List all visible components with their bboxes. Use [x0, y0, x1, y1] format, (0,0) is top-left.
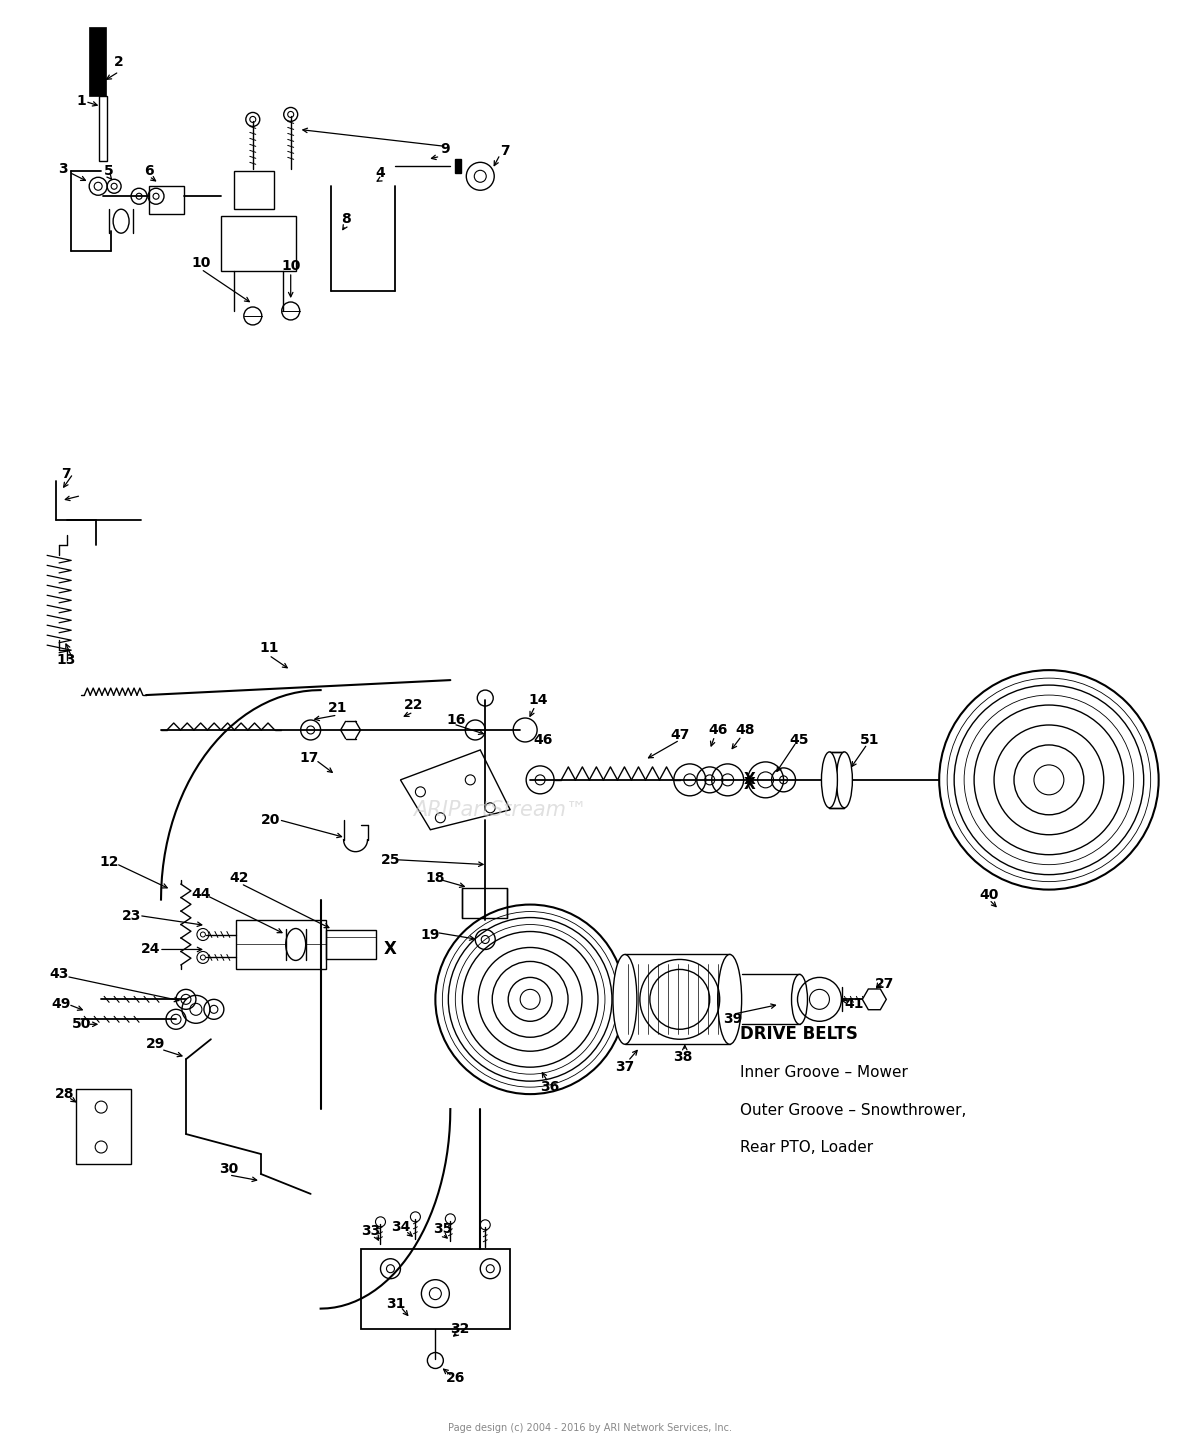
Text: Inner Groove – Mower: Inner Groove – Mower	[740, 1064, 907, 1080]
Text: 7: 7	[61, 467, 71, 480]
Text: 22: 22	[404, 698, 424, 711]
Text: 14: 14	[529, 693, 548, 707]
Text: X: X	[384, 940, 396, 959]
Text: 10: 10	[281, 259, 301, 273]
Text: 24: 24	[142, 943, 160, 956]
Ellipse shape	[792, 975, 807, 1024]
Bar	[77, 1089, 131, 1164]
Text: 31: 31	[386, 1297, 405, 1310]
Text: 35: 35	[433, 1222, 452, 1236]
Ellipse shape	[286, 928, 306, 960]
Ellipse shape	[113, 210, 129, 233]
Ellipse shape	[821, 752, 838, 808]
Text: 18: 18	[426, 870, 445, 885]
Text: 4: 4	[375, 166, 386, 181]
Text: 34: 34	[391, 1220, 411, 1233]
Text: 5: 5	[104, 165, 114, 178]
Text: 50: 50	[72, 1018, 91, 1031]
Bar	[149, 187, 184, 214]
Text: 10: 10	[191, 256, 210, 270]
Polygon shape	[90, 26, 106, 97]
Bar	[361, 1249, 510, 1329]
Text: Rear PTO, Loader: Rear PTO, Loader	[740, 1141, 873, 1155]
Bar	[326, 930, 375, 960]
Text: 46: 46	[533, 733, 552, 748]
Text: 6: 6	[144, 165, 153, 178]
Bar	[463, 888, 507, 918]
Text: 32: 32	[451, 1322, 470, 1336]
Bar	[455, 159, 461, 174]
Text: 8: 8	[341, 213, 350, 226]
Text: 7: 7	[500, 145, 510, 159]
Text: 9: 9	[440, 142, 450, 156]
Text: 40: 40	[979, 888, 998, 902]
Ellipse shape	[717, 954, 742, 1044]
Text: 36: 36	[540, 1080, 559, 1095]
Text: 30: 30	[219, 1163, 238, 1176]
Text: 25: 25	[381, 853, 400, 866]
Text: 3: 3	[59, 162, 68, 176]
Text: 48: 48	[735, 723, 754, 737]
Bar	[830, 752, 845, 808]
Text: 2: 2	[114, 55, 124, 68]
Text: 11: 11	[258, 641, 278, 655]
Text: X: X	[743, 778, 755, 792]
Text: 28: 28	[54, 1087, 74, 1100]
Ellipse shape	[612, 954, 637, 1044]
Polygon shape	[863, 989, 886, 1009]
Text: 45: 45	[789, 733, 809, 748]
Text: DRIVE BELTS: DRIVE BELTS	[740, 1025, 858, 1043]
Text: Page design (c) 2004 - 2016 by ARI Network Services, Inc.: Page design (c) 2004 - 2016 by ARI Netwo…	[448, 1423, 732, 1433]
Text: Outer Groove – Snowthrower,: Outer Groove – Snowthrower,	[740, 1103, 966, 1118]
Text: 29: 29	[146, 1037, 165, 1051]
Text: 23: 23	[122, 908, 140, 923]
Bar	[236, 920, 326, 969]
Text: 21: 21	[328, 701, 347, 714]
Text: 37: 37	[615, 1060, 635, 1074]
Bar	[221, 217, 296, 270]
Text: 41: 41	[845, 998, 864, 1011]
Ellipse shape	[837, 752, 852, 808]
Text: 17: 17	[299, 750, 319, 765]
Text: 46: 46	[708, 723, 727, 737]
Text: 49: 49	[52, 998, 71, 1011]
Text: 13: 13	[57, 654, 76, 667]
Text: 27: 27	[874, 977, 894, 992]
Text: 39: 39	[723, 1012, 742, 1027]
Text: 33: 33	[361, 1223, 380, 1238]
Bar	[99, 97, 107, 162]
Text: 16: 16	[446, 713, 466, 727]
Text: 1: 1	[77, 94, 86, 108]
Text: 47: 47	[670, 727, 689, 742]
Text: 12: 12	[99, 855, 119, 869]
Text: 19: 19	[421, 927, 440, 941]
Text: 20: 20	[261, 813, 281, 827]
Text: 42: 42	[229, 870, 249, 885]
Text: 38: 38	[673, 1050, 693, 1064]
Text: X: X	[743, 772, 755, 788]
Text: 43: 43	[50, 967, 68, 982]
Text: ARIPartStream™: ARIPartStream™	[413, 800, 588, 820]
Text: 44: 44	[191, 886, 211, 901]
Text: 51: 51	[859, 733, 879, 748]
Text: 26: 26	[446, 1371, 465, 1385]
Bar	[234, 171, 274, 210]
